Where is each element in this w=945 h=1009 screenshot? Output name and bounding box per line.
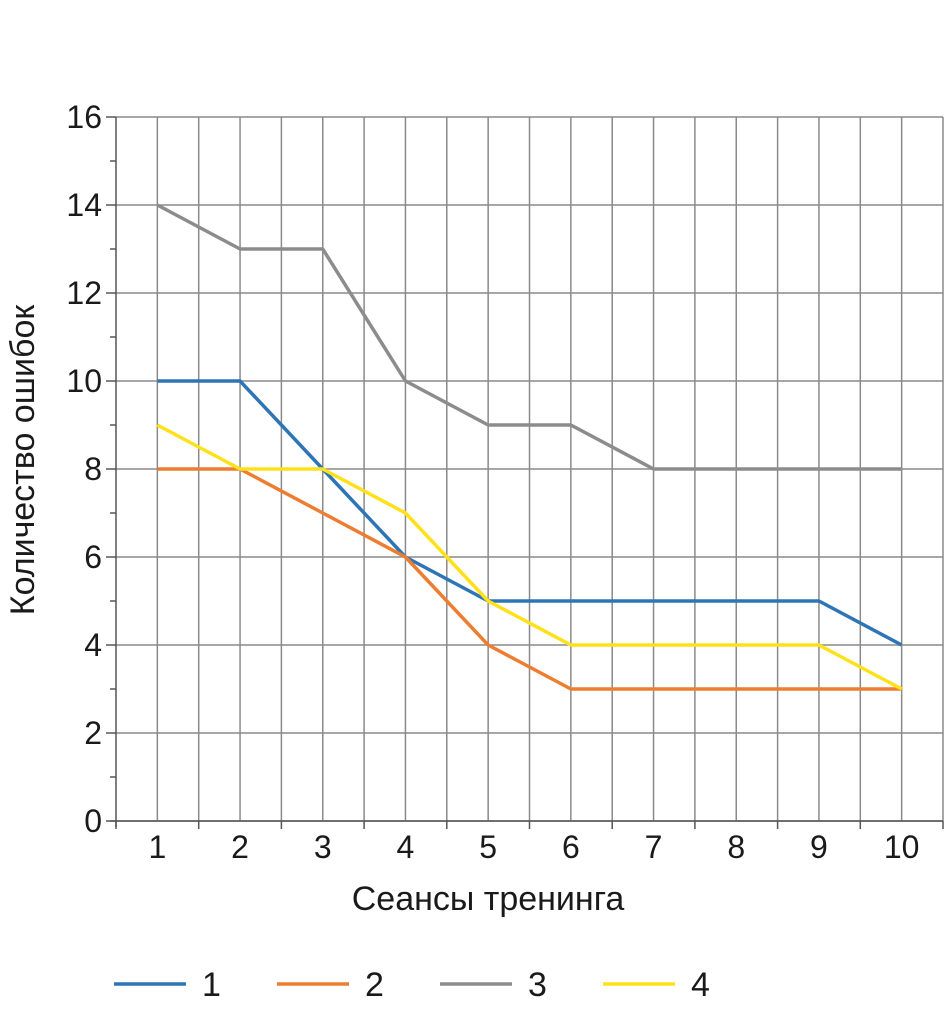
series-line-4: [156, 423, 903, 691]
y-tick-label: 16: [66, 99, 102, 135]
x-tick-label: 5: [479, 829, 497, 865]
series-line-1: [157, 379, 903, 647]
legend-label: 2: [365, 966, 384, 1004]
y-tick-label: 6: [84, 539, 102, 575]
y-tick-label: 14: [66, 187, 102, 223]
x-tick-label: 3: [314, 829, 332, 865]
x-axis-title: Сеансы тренинга: [352, 880, 625, 918]
legend-label: 1: [202, 966, 221, 1004]
axes: [106, 116, 944, 829]
x-tick-label: 9: [810, 829, 828, 865]
x-tick-label: 4: [397, 829, 415, 865]
legend-item-2: 2: [277, 966, 384, 1004]
x-tick-label: 1: [148, 829, 166, 865]
legend-item-1: 1: [114, 966, 221, 1004]
series-line-2: [157, 467, 902, 691]
legend: 1 2 3 4: [114, 966, 710, 1004]
x-tick-label: 7: [645, 829, 663, 865]
y-tick-label: 8: [84, 451, 102, 487]
legend-item-4: 4: [603, 966, 710, 1004]
y-tick-label: 0: [84, 803, 102, 839]
legend-label: 4: [691, 966, 710, 1004]
y-axis-title: Количество ошибок: [4, 304, 42, 616]
y-tick-label: 12: [66, 275, 102, 311]
x-tick-label: 8: [727, 829, 745, 865]
y-tick-label: 4: [84, 627, 102, 663]
y-tick-label: 10: [66, 363, 102, 399]
series-lines: [156, 203, 903, 691]
series-line-3: [156, 203, 902, 471]
x-tick-label: 10: [884, 829, 920, 865]
legend-item-3: 3: [440, 966, 547, 1004]
x-tick-label: 6: [562, 829, 580, 865]
y-tick-label: 2: [84, 715, 102, 751]
x-tick-label: 2: [231, 829, 249, 865]
legend-label: 3: [528, 966, 547, 1004]
